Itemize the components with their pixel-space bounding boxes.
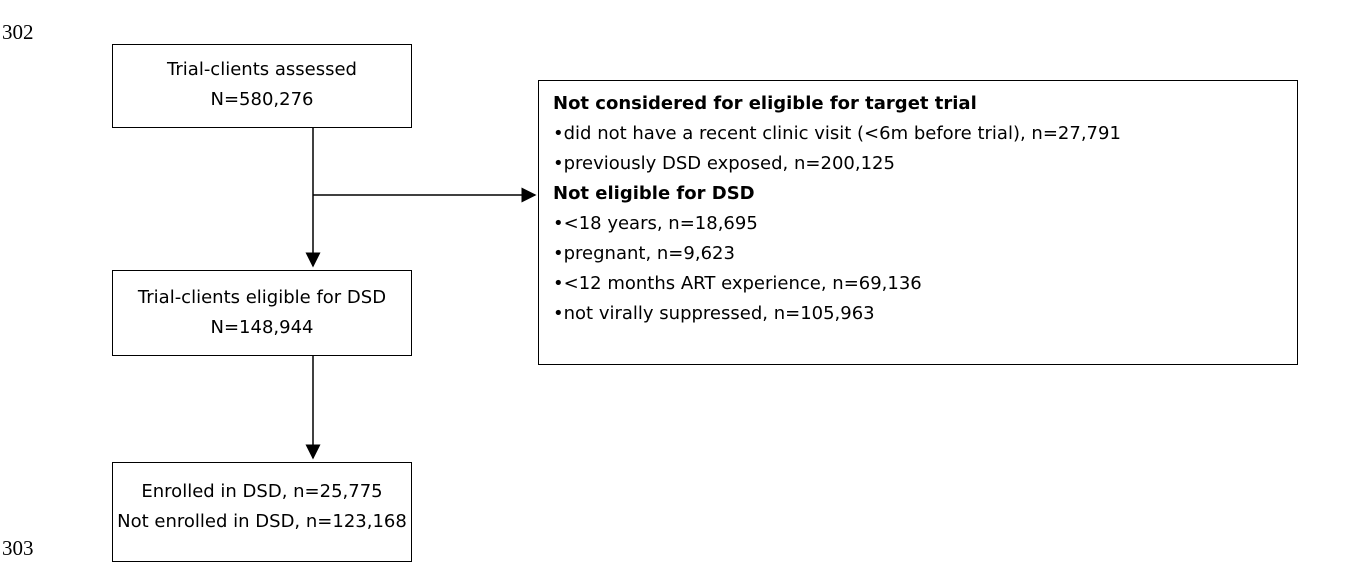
box-text: N=580,276: [210, 89, 314, 110]
bullet-item: •previously DSD exposed, n=200,125: [553, 149, 1283, 179]
bullet-item: •pregnant, n=9,623: [553, 239, 1283, 269]
item-text: <18 years, n=18,695: [563, 213, 758, 234]
bullet-item: •<12 months ART experience, n=69,136: [553, 269, 1283, 299]
section-heading: Not eligible for DSD: [553, 183, 755, 204]
box-text: Not enrolled in DSD, n=123,168: [117, 511, 407, 532]
box-text: Trial-clients assessed: [167, 59, 357, 80]
bullet: •: [553, 303, 564, 324]
bullet-item: •did not have a recent clinic visit (<6m…: [553, 119, 1283, 149]
box-text: Enrolled in DSD, n=25,775: [141, 481, 383, 502]
line-number: 303: [2, 536, 34, 560]
bullet-item: •not virally suppressed, n=105,963: [553, 299, 1283, 329]
bullet: •: [553, 123, 564, 144]
line-number: 302: [2, 20, 34, 44]
item-text: pregnant, n=9,623: [563, 243, 735, 264]
section-heading: Not considered for eligible for target t…: [553, 93, 977, 114]
flow-box: Trial-clients assessed N=580,276: [112, 44, 412, 128]
bullet-item: •<18 years, n=18,695: [553, 209, 1283, 239]
bullet: •: [553, 243, 564, 264]
box-text: Trial-clients eligible for DSD: [137, 287, 387, 308]
flow-box: Enrolled in DSD, n=25,775 Not enrolled i…: [112, 462, 412, 562]
exclusion-box: Not considered for eligible for target t…: [538, 80, 1298, 365]
item-text: not virally suppressed, n=105,963: [563, 303, 875, 324]
box-text: N=148,944: [210, 317, 314, 338]
bullet: •: [553, 273, 564, 294]
bullet: •: [553, 153, 564, 174]
item-text: did not have a recent clinic visit (<6m …: [563, 123, 1121, 144]
item-text: <12 months ART experience, n=69,136: [563, 273, 922, 294]
flow-box: Trial-clients eligible for DSD N=148,944: [112, 270, 412, 356]
bullet: •: [553, 213, 564, 234]
item-text: previously DSD exposed, n=200,125: [563, 153, 895, 174]
